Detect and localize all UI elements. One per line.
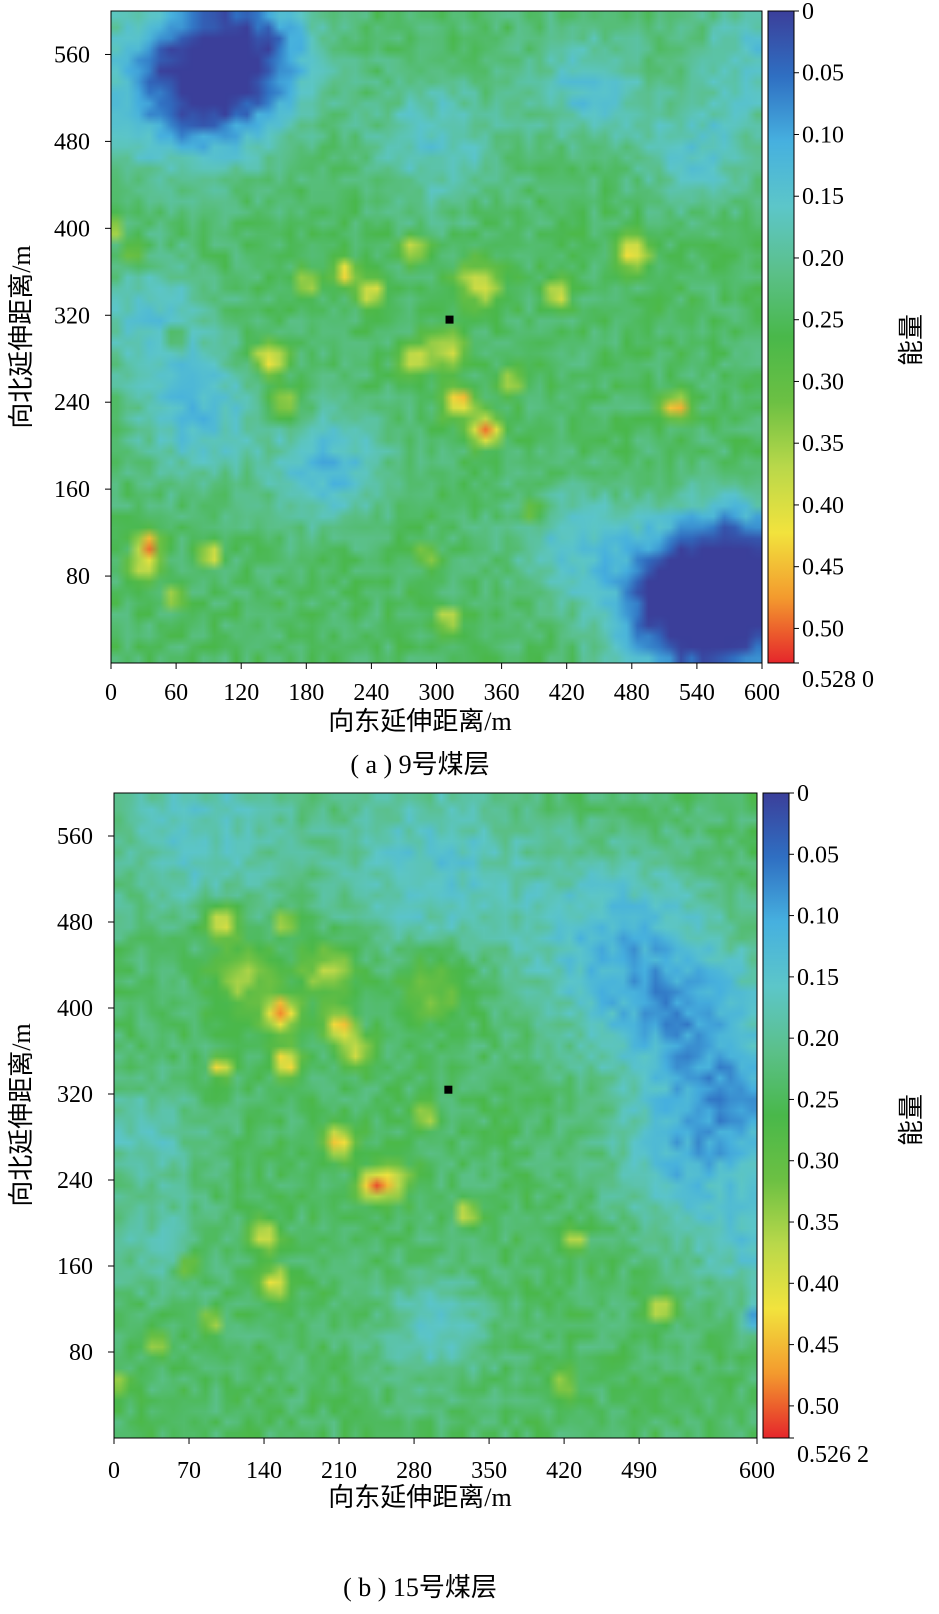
x-tick-label: 490 xyxy=(621,1458,657,1484)
colorbar-tick-label: 0.45 xyxy=(802,555,844,581)
y-tick-label: 320 xyxy=(54,303,90,329)
x-tick-label: 0 xyxy=(108,1458,120,1484)
caption-a: ( a ) 9号煤层 xyxy=(350,750,489,779)
colorbar-b: 0 0.05 0.10 0.15 0.20 0.25 0.30 0.35 0.40 0.45 0.5… xyxy=(762,781,926,1468)
colorbar-label-a: 能量 xyxy=(897,314,926,366)
colorbar-ticks-b: 0 0.05 0.10 0.15 0.20 0.25 0.30 0.35 0.40 0.45 0.5… xyxy=(789,781,869,1468)
y-tick-label: 400 xyxy=(57,996,93,1022)
caption-b: ( b ) 15号煤层 xyxy=(343,1573,497,1602)
colorbar-tick-label: 0.10 xyxy=(797,904,839,930)
x-tick-label: 60 xyxy=(164,680,188,706)
y-tick-label: 80 xyxy=(69,1340,93,1366)
x-axis-ticks-a: 0 60 120 180 240 300 360 420 480 540 600 xyxy=(105,663,780,706)
colorbar-tick-label: 0.10 xyxy=(802,122,844,148)
colorbar-tick-label: 0.35 xyxy=(802,431,844,457)
marker-point-b xyxy=(444,1085,453,1094)
y-tick-label: 560 xyxy=(57,824,93,850)
y-tick-label: 560 xyxy=(54,42,90,68)
y-tick-label: 480 xyxy=(54,129,90,155)
x-tick-label: 280 xyxy=(396,1458,432,1484)
heatmap-frame-b xyxy=(113,792,758,1439)
y-tick-label: 320 xyxy=(57,1082,93,1108)
x-tick-label: 600 xyxy=(744,680,780,706)
x-axis-ticks-b: 0 70 140 210 280 350 420 490 600 xyxy=(108,1438,775,1484)
heatmap-image-b xyxy=(114,793,757,1438)
colorbar-tick-label: 0 xyxy=(802,0,814,25)
marker-point-a xyxy=(445,315,454,324)
x-tick-label: 480 xyxy=(614,680,650,706)
colorbar-gradient-b xyxy=(762,792,790,1439)
x-tick-label: 180 xyxy=(288,680,324,706)
colorbar-tick-label: 0.20 xyxy=(797,1026,839,1052)
colorbar-tick-label: 0.15 xyxy=(802,184,844,210)
colorbar-tick-label: 0.40 xyxy=(802,493,844,519)
y-tick-label: 240 xyxy=(54,390,90,416)
colorbar-tick-label: 0.30 xyxy=(802,369,844,395)
x-tick-label: 540 xyxy=(679,680,715,706)
y-axis-ticks-b: 80 160 240 320 400 480 560 xyxy=(57,824,114,1366)
colorbar-tick-label: 0.45 xyxy=(797,1333,839,1359)
panel-b: 0 0.05 0.10 0.15 0.20 0.25 0.30 0.35 0.40 0.45 0.5… xyxy=(7,781,926,1602)
x-tick-label: 360 xyxy=(484,680,520,706)
x-tick-label: 140 xyxy=(246,1458,282,1484)
y-tick-label: 80 xyxy=(66,564,90,590)
y-tick-label: 480 xyxy=(57,910,93,936)
heatmap-a xyxy=(110,10,763,664)
x-tick-label: 240 xyxy=(353,680,389,706)
x-tick-label: 420 xyxy=(549,680,585,706)
colorbar-tick-label: 0.15 xyxy=(797,965,839,991)
y-tick-label: 240 xyxy=(57,1168,93,1194)
x-tick-label: 300 xyxy=(419,680,455,706)
colorbar-tick-label: 0.35 xyxy=(797,1210,839,1236)
y-axis-title-a: 向北延伸距离/m xyxy=(7,245,36,428)
colorbar-tick-label: 0.526 2 xyxy=(797,1442,869,1468)
x-tick-label: 420 xyxy=(546,1458,582,1484)
x-tick-label: 0 xyxy=(105,680,117,706)
colorbar-tick-label: 0.20 xyxy=(802,246,844,272)
colorbar-tick-label: 0.50 xyxy=(797,1394,839,1420)
colorbar-tick-label: 0.25 xyxy=(797,1087,839,1113)
x-axis-title-a: 向东延伸距离/m xyxy=(328,707,511,736)
x-tick-label: 350 xyxy=(471,1458,507,1484)
y-axis-title-b: 向北延伸距离/m xyxy=(7,1023,36,1206)
y-tick-label: 160 xyxy=(57,1254,93,1280)
colorbar-tick-label: 0.40 xyxy=(797,1271,839,1297)
colorbar-gradient-a xyxy=(767,10,795,664)
colorbar-tick-label: 0.25 xyxy=(802,308,844,334)
x-tick-label: 120 xyxy=(223,680,259,706)
x-tick-label: 70 xyxy=(177,1458,201,1484)
x-axis-title-b: 向东延伸距离/m xyxy=(328,1483,511,1512)
colorbar-tick-label: 0.30 xyxy=(797,1149,839,1175)
colorbar-ticks-a: 0 0.05 0.10 0.15 0.20 0.25 0.30 0.35 0.40 0.45 0.5… xyxy=(794,0,874,693)
x-tick-label: 600 xyxy=(739,1458,775,1484)
colorbar-tick-label: 0.528 0 xyxy=(802,667,874,693)
colorbar-tick-label: 0.05 xyxy=(802,61,844,87)
y-tick-label: 160 xyxy=(54,477,90,503)
colorbar-label-b: 能量 xyxy=(897,1094,926,1146)
heatmap-image-a xyxy=(111,11,762,663)
colorbar-tick-label: 0.05 xyxy=(797,842,839,868)
colorbar-a: 0 0.05 0.10 0.15 0.20 0.25 0.30 0.35 0.40 0.45 0.5… xyxy=(767,0,926,693)
panel-a: 0 0.05 0.10 0.15 0.20 0.25 0.30 0.35 0.40 0.45 0.5… xyxy=(7,0,926,779)
colorbar-tick-label: 0.50 xyxy=(802,616,844,642)
colorbar-tick-label: 0 xyxy=(797,781,809,807)
y-tick-label: 400 xyxy=(54,216,90,242)
y-axis-ticks-a: 80 160 240 320 400 480 560 xyxy=(54,42,111,590)
heatmap-b xyxy=(113,792,758,1439)
x-tick-label: 210 xyxy=(321,1458,357,1484)
